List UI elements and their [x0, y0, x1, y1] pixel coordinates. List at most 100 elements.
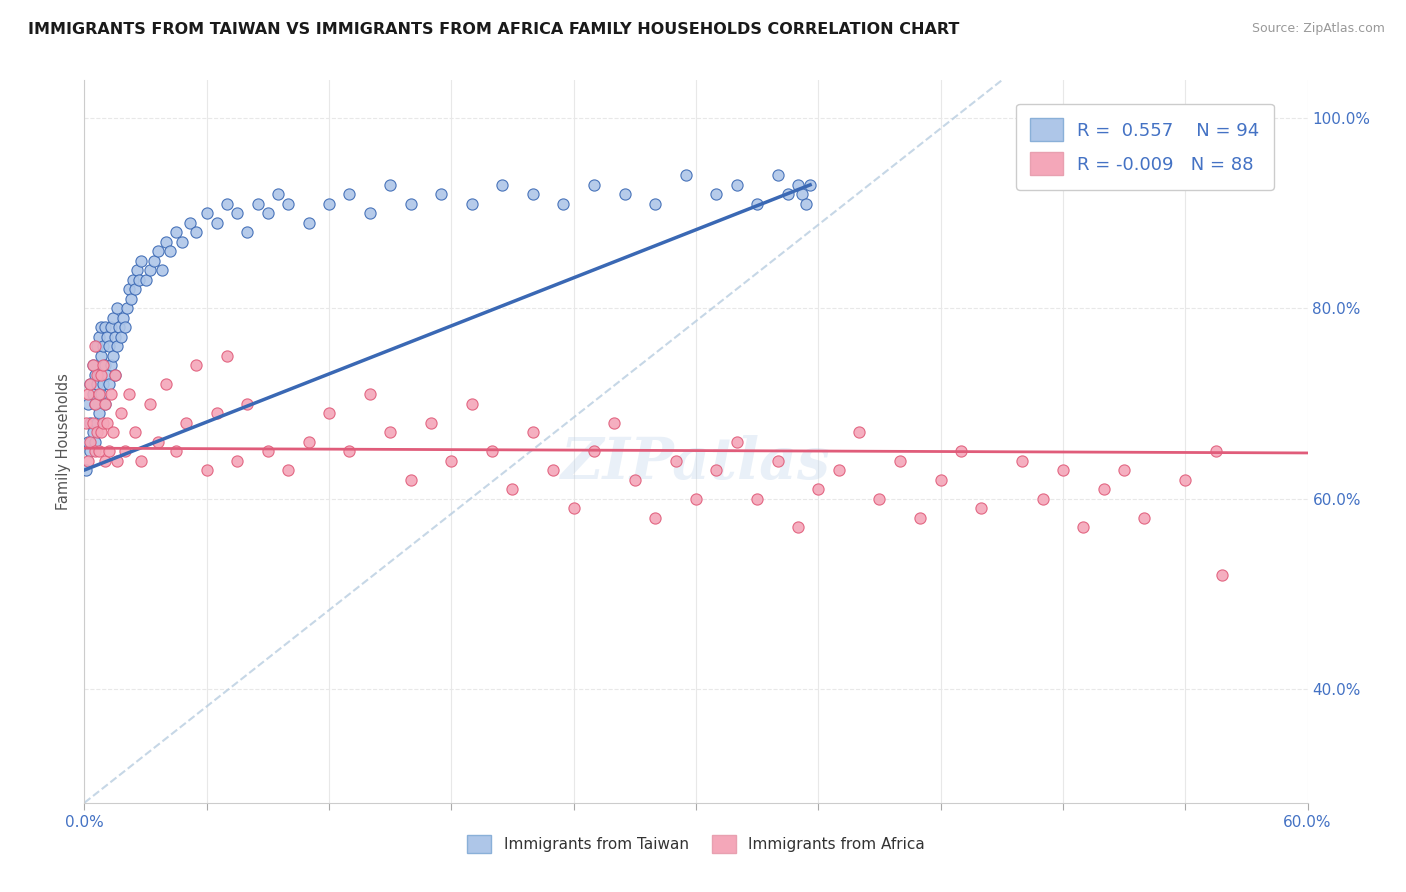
Point — [131, 254, 153, 268]
Point — [747, 491, 769, 506]
Point — [380, 425, 402, 439]
Point — [90, 349, 112, 363]
Point — [105, 453, 128, 467]
Point — [950, 444, 973, 458]
Point — [77, 453, 100, 467]
Point — [399, 197, 422, 211]
Point — [124, 282, 146, 296]
Point — [105, 301, 128, 316]
Point — [155, 235, 177, 249]
Point — [90, 320, 112, 334]
Point — [159, 244, 181, 259]
Point — [318, 197, 340, 211]
Point — [186, 359, 208, 373]
Point — [440, 453, 463, 467]
Point — [1114, 463, 1136, 477]
Point — [277, 463, 299, 477]
Point — [83, 368, 105, 382]
Point — [97, 339, 120, 353]
Point — [83, 444, 105, 458]
Point — [87, 406, 110, 420]
Point — [138, 396, 160, 410]
Point — [142, 254, 165, 268]
Point — [1211, 567, 1233, 582]
Y-axis label: Family Households: Family Households — [56, 373, 72, 510]
Text: IMMIGRANTS FROM TAIWAN VS IMMIGRANTS FROM AFRICA FAMILY HOUSEHOLDS CORRELATION C: IMMIGRANTS FROM TAIWAN VS IMMIGRANTS FRO… — [28, 22, 959, 37]
Point — [86, 425, 108, 439]
Point — [277, 197, 299, 211]
Point — [481, 444, 503, 458]
Point — [174, 416, 197, 430]
Point — [87, 368, 110, 382]
Point — [91, 377, 114, 392]
Point — [522, 425, 544, 439]
Point — [246, 197, 269, 211]
Point — [90, 368, 112, 382]
Point — [82, 425, 104, 439]
Point — [267, 187, 290, 202]
Point — [79, 377, 101, 392]
Point — [96, 416, 118, 430]
Point — [110, 330, 132, 344]
Point — [318, 406, 340, 420]
Point — [108, 320, 131, 334]
Point — [93, 453, 115, 467]
Point — [794, 197, 817, 211]
Point — [430, 187, 453, 202]
Point — [118, 282, 141, 296]
Point — [79, 377, 101, 392]
Point — [77, 396, 100, 410]
Point — [339, 187, 361, 202]
Point — [105, 339, 128, 353]
Point — [706, 187, 728, 202]
Point — [787, 520, 810, 534]
Point — [93, 396, 115, 410]
Point — [104, 330, 127, 344]
Point — [75, 416, 97, 430]
Point — [150, 263, 173, 277]
Point — [82, 416, 104, 430]
Point — [83, 434, 105, 449]
Text: Source: ZipAtlas.com: Source: ZipAtlas.com — [1251, 22, 1385, 36]
Point — [257, 444, 280, 458]
Point — [910, 510, 932, 524]
Point — [706, 463, 728, 477]
Point — [75, 463, 97, 477]
Point — [339, 444, 361, 458]
Point — [172, 235, 194, 249]
Legend: Immigrants from Taiwan, Immigrants from Africa: Immigrants from Taiwan, Immigrants from … — [460, 827, 932, 860]
Point — [127, 263, 149, 277]
Point — [82, 359, 104, 373]
Point — [179, 216, 201, 230]
Point — [77, 387, 100, 401]
Point — [124, 425, 146, 439]
Point — [1205, 444, 1227, 458]
Point — [675, 169, 697, 183]
Point — [461, 197, 484, 211]
Point — [562, 501, 585, 516]
Point — [359, 206, 381, 220]
Point — [93, 396, 115, 410]
Point — [101, 425, 124, 439]
Point — [217, 349, 239, 363]
Point — [776, 187, 799, 202]
Point — [257, 206, 280, 220]
Point — [929, 473, 952, 487]
Point — [83, 339, 105, 353]
Point — [766, 453, 789, 467]
Point — [82, 387, 104, 401]
Point — [96, 368, 118, 382]
Point — [86, 368, 108, 382]
Point — [131, 453, 153, 467]
Point — [195, 463, 218, 477]
Point — [79, 444, 101, 458]
Point — [186, 226, 208, 240]
Point — [91, 339, 114, 353]
Point — [298, 434, 321, 449]
Point — [87, 444, 110, 458]
Point — [665, 453, 688, 467]
Point — [195, 206, 218, 220]
Point — [93, 359, 115, 373]
Point — [122, 273, 145, 287]
Point — [114, 444, 136, 458]
